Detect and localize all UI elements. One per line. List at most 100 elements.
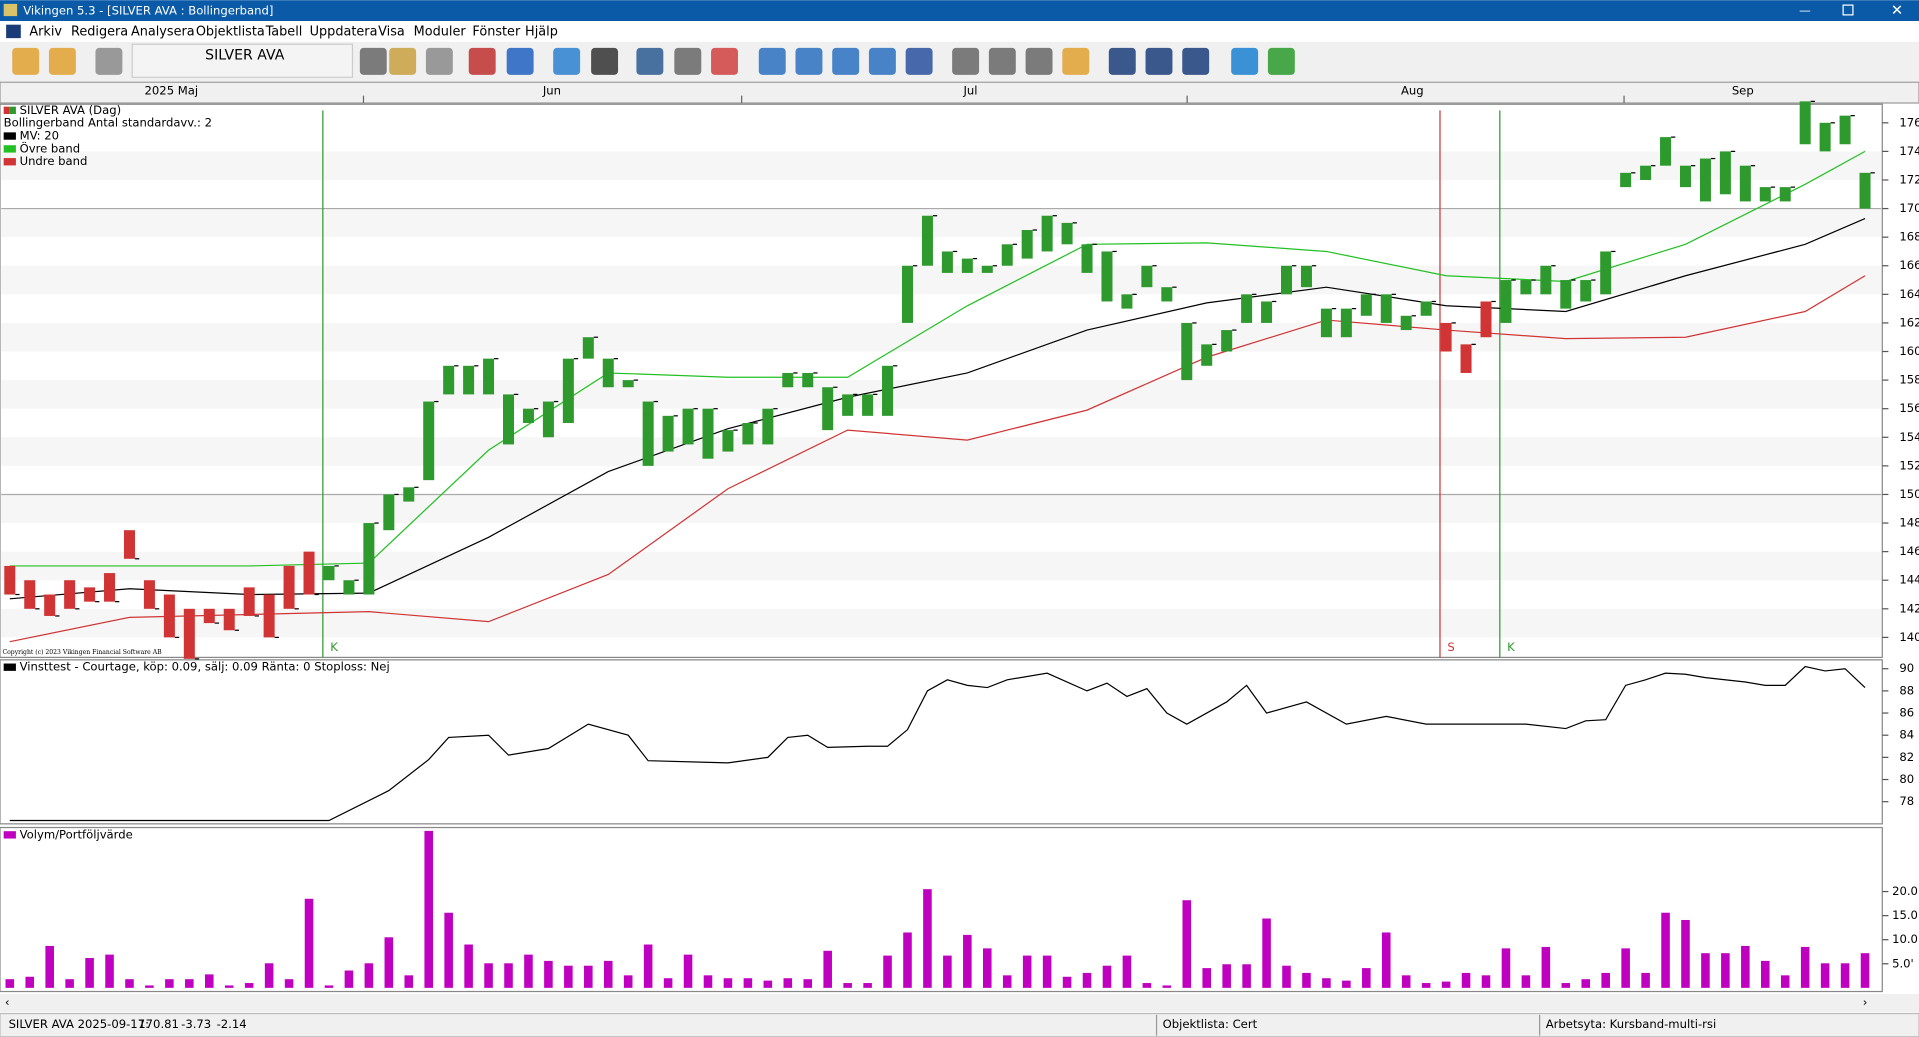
y-tick-label: 5.0' [1892, 956, 1914, 970]
menu-item[interactable]: Visa [378, 25, 405, 40]
volume-bar [1262, 918, 1271, 988]
volume-bar [1681, 919, 1690, 988]
price-bar [1739, 165, 1751, 202]
price-bar [363, 523, 375, 595]
tool-button[interactable] [553, 47, 581, 75]
scrollbar[interactable] [0, 993, 1919, 1013]
legend-swatch [3, 132, 16, 140]
price-bar [941, 251, 953, 273]
tool-button[interactable] [758, 47, 786, 75]
tool-button[interactable] [795, 47, 823, 75]
y-tick-label: 168 [1899, 230, 1919, 244]
volume-bar [1202, 968, 1212, 988]
legend-label: SILVER AVA (Dag) [20, 103, 122, 117]
tool-button[interactable] [711, 47, 738, 75]
scroll-right[interactable]: › [1863, 995, 1868, 1009]
price-bar [1320, 308, 1332, 338]
volume-bar [663, 978, 673, 988]
profit-line [9, 665, 1866, 822]
menu-bar [0, 21, 1919, 42]
scroll-left[interactable]: ‹ [5, 995, 10, 1009]
volume-bar [923, 889, 932, 988]
menu-item[interactable]: Hjälp [525, 25, 558, 40]
volume-bar [1401, 975, 1411, 988]
volume-bar [783, 978, 793, 988]
price-bar [1719, 151, 1731, 195]
status-list: Objektlista: Cert [1163, 1017, 1258, 1031]
volume-bar [284, 979, 294, 988]
tool-button[interactable] [591, 47, 619, 75]
volume-bar [564, 965, 573, 988]
menu-item[interactable]: Uppdatera [310, 25, 378, 40]
status-label: SILVER AVA 2025-09-17: [9, 1017, 149, 1031]
restore[interactable] [1842, 4, 1854, 16]
symbol-box[interactable] [131, 43, 354, 78]
volume-bar [903, 932, 912, 988]
price-bar [4, 565, 16, 595]
price-bar [1261, 301, 1273, 323]
date-axis: 2025 Maj Jun Jul Aug Sep [145, 83, 1754, 104]
price-bar [463, 365, 475, 395]
tool-button[interactable] [95, 47, 123, 75]
tool-button[interactable] [1108, 47, 1136, 75]
legend-label: MV: 20 [20, 129, 59, 143]
tool-button[interactable] [1145, 47, 1173, 75]
tool-button[interactable] [1182, 47, 1210, 75]
menu-item[interactable]: Tabell [265, 25, 303, 40]
tool-button[interactable] [905, 47, 933, 75]
tool-button[interactable] [988, 47, 1016, 75]
tool-button[interactable] [1025, 47, 1053, 75]
volume-bar [544, 960, 553, 988]
menu-item[interactable]: Objektlista [196, 25, 265, 40]
price-bar [283, 565, 295, 609]
tool-button[interactable] [674, 47, 702, 75]
price-bar [822, 387, 834, 431]
tool-button[interactable] [1062, 47, 1090, 75]
tool-button[interactable] [636, 47, 664, 75]
month-label: Jun [542, 83, 561, 97]
tool-button[interactable] [1267, 47, 1295, 75]
y-tick-label: 154 [1899, 430, 1919, 444]
price-bar [802, 372, 814, 388]
tool-button[interactable] [468, 47, 496, 75]
price-bar [1141, 265, 1153, 288]
symbol: SILVER AVA [205, 47, 285, 63]
tool-button[interactable] [832, 47, 860, 75]
tool-button[interactable] [389, 47, 417, 75]
price-bar [84, 587, 96, 602]
tool-button[interactable] [425, 47, 453, 75]
volume-bar [1381, 932, 1391, 988]
price-bar [1121, 294, 1133, 309]
tool-button[interactable] [48, 47, 76, 75]
legend-swatch [3, 145, 16, 153]
price-bar [1281, 265, 1293, 295]
tool-button[interactable] [506, 47, 534, 75]
menu-item[interactable]: Moduler [414, 25, 467, 40]
minimize[interactable]: — [1799, 4, 1811, 18]
volume-bar [1082, 972, 1092, 988]
menu-item[interactable]: Analysera [131, 25, 195, 40]
volume-bar [1541, 946, 1551, 988]
tool-button[interactable] [1231, 47, 1259, 75]
tool-button[interactable] [359, 47, 387, 75]
price-bar [722, 430, 734, 452]
legend-swatch [3, 106, 10, 115]
volume-bar [424, 830, 433, 988]
menu-item[interactable]: Redigera [71, 25, 128, 40]
volume-bar [623, 975, 633, 988]
price-bar [1041, 215, 1053, 252]
price-bar [323, 565, 335, 581]
volume-bar [943, 955, 952, 988]
close[interactable]: ✕ [1891, 2, 1903, 19]
tool-button[interactable] [12, 47, 40, 75]
volume-bar [963, 934, 972, 988]
y-tick-label: 176 [1899, 115, 1919, 129]
volume-bar [185, 979, 194, 988]
tool-button[interactable] [952, 47, 980, 75]
y-tick-label: 170 [1899, 201, 1919, 215]
menu-item[interactable]: Fönster [472, 25, 521, 40]
tool-button[interactable] [868, 47, 896, 75]
menu-item[interactable]: Arkiv [29, 25, 62, 40]
price-bar [1839, 115, 1851, 145]
price-bar [762, 408, 774, 445]
